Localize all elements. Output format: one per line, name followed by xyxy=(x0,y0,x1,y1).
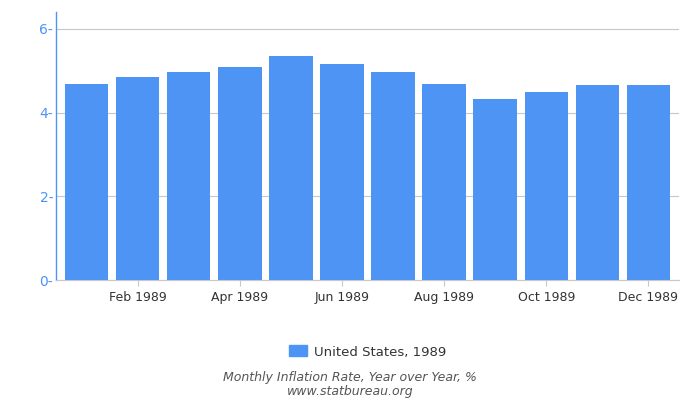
Text: Monthly Inflation Rate, Year over Year, %: Monthly Inflation Rate, Year over Year, … xyxy=(223,372,477,384)
Bar xyxy=(575,85,619,280)
Bar xyxy=(422,84,466,280)
Bar xyxy=(524,92,568,280)
Bar xyxy=(65,84,108,280)
Legend: United States, 1989: United States, 1989 xyxy=(284,340,452,364)
Bar xyxy=(116,77,160,280)
Text: www.statbureau.org: www.statbureau.org xyxy=(287,386,413,398)
Bar xyxy=(371,72,414,280)
Bar xyxy=(321,64,364,280)
Bar xyxy=(270,56,313,280)
Bar xyxy=(167,72,211,280)
Bar xyxy=(218,67,262,280)
Bar xyxy=(626,85,670,280)
Bar xyxy=(473,99,517,280)
